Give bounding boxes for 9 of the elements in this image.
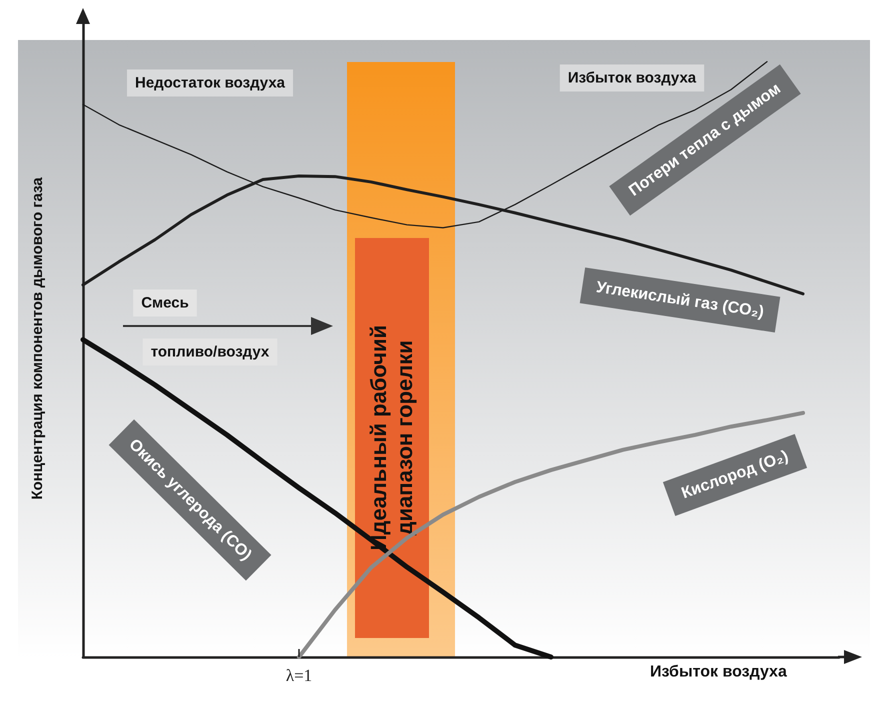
annotation: Недостаток воздуха — [134, 74, 286, 92]
y-axis-title: Концентрация компонентов дымового газа — [29, 176, 46, 500]
text: λ=1 — [286, 666, 312, 685]
annotation: Смесь — [141, 294, 189, 312]
text: Углекислый газ (CO₂) — [595, 278, 765, 322]
annotation: Избыток воздуха — [568, 70, 697, 86]
x-axis-title: Избыток воздуха — [650, 664, 787, 680]
annotation: Идеальный рабочий диапазон горелки — [366, 325, 418, 551]
annotation: топливо/воздух — [150, 344, 270, 360]
